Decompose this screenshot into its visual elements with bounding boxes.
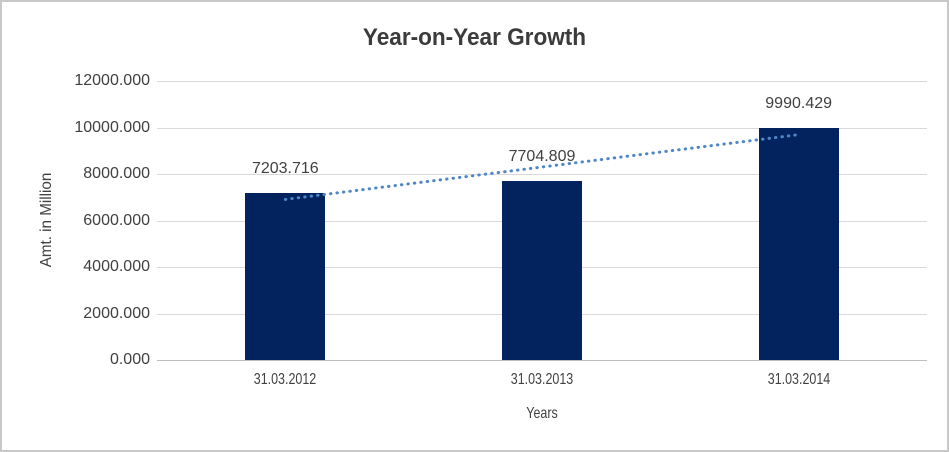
bar <box>245 192 326 360</box>
y-tick-label: 2000.000 <box>83 304 150 322</box>
gridline <box>157 127 927 129</box>
data-label: 7203.716 <box>251 159 319 177</box>
y-tick-label: 8000.000 <box>83 165 150 182</box>
y-tick-label: 0.000 <box>109 351 150 368</box>
y-tick-label: 6000.000 <box>83 211 150 229</box>
y-tick-label: 12000.000 <box>74 72 150 89</box>
y-tick-label: 10000.000 <box>74 118 150 136</box>
data-label: 7704.809 <box>508 147 576 165</box>
x-tick-label: 31.03.2014 <box>767 371 830 388</box>
y-tick-label: 4000.000 <box>83 258 150 275</box>
x-tick-label: 31.03.2012 <box>254 371 317 388</box>
gridline <box>157 81 927 82</box>
bar <box>758 127 839 360</box>
data-label: 9990.429 <box>765 94 833 112</box>
x-tick-label: 31.03.2013 <box>510 371 574 388</box>
bar <box>502 180 582 360</box>
x-axis-title: Years <box>526 405 558 422</box>
x-axis-line <box>157 360 927 361</box>
chart-title: Year-on-Year Growth <box>362 24 587 51</box>
